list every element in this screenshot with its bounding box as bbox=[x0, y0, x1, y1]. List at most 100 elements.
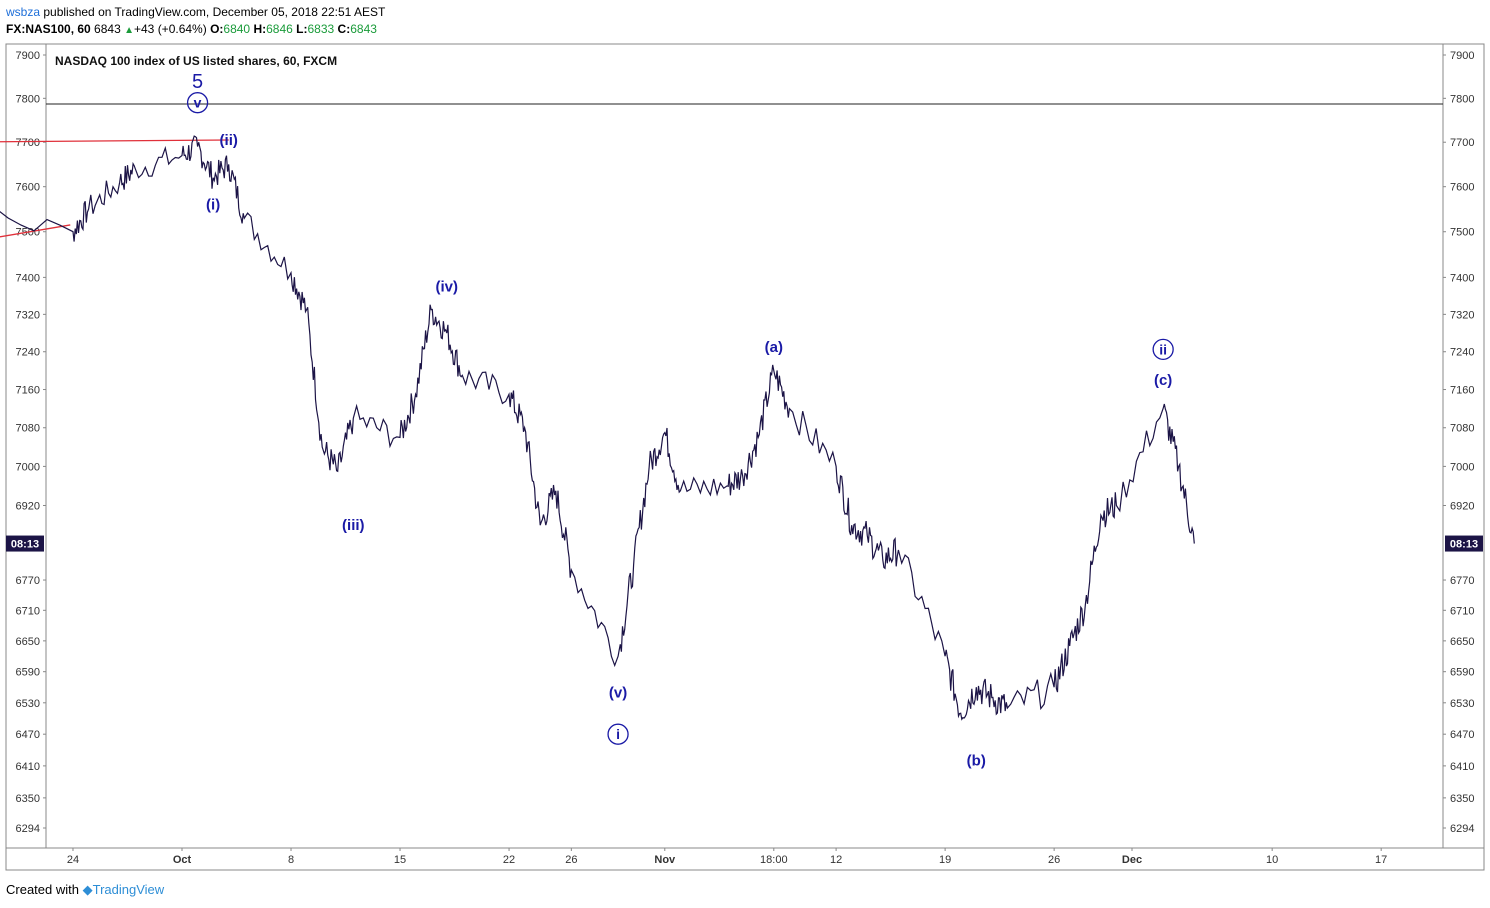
x-tick-0: 24 bbox=[67, 854, 79, 866]
y-tick-left-16: 6530 bbox=[16, 698, 40, 710]
wave-circle-10 bbox=[1152, 338, 1174, 361]
y-tick-left-11: 6920 bbox=[16, 500, 40, 512]
y-tick-left-19: 6350 bbox=[16, 793, 40, 805]
y-tick-right-20: 6294 bbox=[1450, 823, 1474, 835]
y-axis-right[interactable]: 7900 7800 7700 7600 7500 7400 7320 7240 7160 7080… bbox=[1443, 50, 1474, 835]
price-line bbox=[0, 135, 1195, 721]
publish-info: wsbza published on TradingView.com, Dece… bbox=[6, 5, 385, 19]
y-tick-right-10: 7000 bbox=[1450, 461, 1474, 473]
chart-frame bbox=[5, 43, 1485, 871]
y-tick-right-11: 6920 bbox=[1450, 500, 1474, 512]
y-tick-left-5: 7400 bbox=[16, 272, 40, 284]
trendlines bbox=[0, 139, 229, 248]
y-tick-right-6: 7320 bbox=[1450, 309, 1474, 321]
y-tick-right-15: 6590 bbox=[1450, 667, 1474, 679]
wave-labels: 5 v (ii) (i) (iii) (iv) (v) i (a) (b) ii (c) bbox=[186, 71, 1174, 770]
x-tick-6: Nov bbox=[654, 854, 676, 866]
wave-label-6: (v) bbox=[609, 684, 627, 701]
y-tick-right-3: 7600 bbox=[1450, 182, 1474, 194]
x-tick-8: 12 bbox=[830, 854, 842, 866]
wave-label-9: (b) bbox=[967, 753, 986, 770]
wave-label-8: (a) bbox=[765, 339, 783, 356]
current-price-tags: 08:13 08:13 bbox=[6, 535, 1483, 552]
low-value: 6833 bbox=[307, 22, 335, 36]
close-value: 6843 bbox=[350, 22, 377, 36]
y-tick-left-10: 7000 bbox=[16, 461, 40, 473]
y-tick-right-13: 6710 bbox=[1450, 605, 1474, 617]
created-with-text: Created with bbox=[6, 882, 79, 897]
y-tick-right-9: 7080 bbox=[1450, 423, 1474, 435]
up-arrow-icon: ▲ bbox=[124, 25, 134, 36]
wave-label-4: (iii) bbox=[342, 517, 365, 534]
y-tick-left-12: 6770 bbox=[16, 575, 40, 587]
x-tick-13: 17 bbox=[1375, 854, 1387, 866]
price-tag-left: 08:13 bbox=[11, 539, 39, 551]
wave-label-10: ii bbox=[1159, 341, 1167, 357]
high-label: H: bbox=[253, 22, 267, 36]
x-tick-1: Oct bbox=[173, 854, 192, 866]
y-tick-left-8: 7160 bbox=[16, 385, 40, 397]
x-tick-7: 18:00 bbox=[760, 854, 788, 866]
y-tick-left-14: 6650 bbox=[16, 636, 40, 648]
close-label: C: bbox=[337, 22, 351, 36]
x-tick-4: 22 bbox=[503, 854, 515, 866]
x-tick-9: 19 bbox=[939, 854, 951, 866]
trendline-1[interactable] bbox=[0, 224, 71, 248]
x-tick-10: 26 bbox=[1048, 854, 1060, 866]
wave-label-1: v bbox=[194, 95, 202, 111]
tradingview-logo-icon[interactable]: ◆ bbox=[82, 882, 93, 897]
publish-text: published on TradingView.com, December 0… bbox=[43, 5, 386, 19]
price-tag-bg-left bbox=[6, 535, 44, 552]
y-tick-right-19: 6350 bbox=[1450, 793, 1474, 805]
high-value: 6846 bbox=[266, 22, 293, 36]
wave-circle-7 bbox=[607, 723, 629, 745]
x-axis[interactable]: 24 Oct 8 15 22 26 Nov 18:00 12 19 26 Dec 10 17 bbox=[67, 848, 1387, 866]
open-label: O: bbox=[210, 22, 224, 36]
symbol-interval[interactable]: FX:NAS100, 60 bbox=[6, 22, 91, 36]
tradingview-brand[interactable]: TradingView bbox=[92, 882, 165, 897]
y-tick-left-20: 6294 bbox=[16, 823, 40, 835]
author-link[interactable]: wsbza bbox=[6, 5, 41, 19]
y-tick-left-0: 7900 bbox=[16, 50, 40, 62]
y-tick-left-17: 6470 bbox=[16, 729, 40, 741]
x-tick-5: 26 bbox=[565, 854, 577, 866]
y-tick-right-16: 6530 bbox=[1450, 698, 1474, 710]
symbol-bar: FX:NAS100, 60 6843 ▲+43 (+0.64%) O:6840 … bbox=[6, 22, 377, 36]
y-axis-left[interactable]: 7900780077007600750074007320724071607080… bbox=[16, 50, 46, 835]
wave-label-11: (c) bbox=[1154, 372, 1172, 389]
footer: Created with ◆TradingView bbox=[6, 882, 164, 898]
y-tick-right-8: 7160 bbox=[1450, 385, 1474, 397]
y-tick-right-0: 7900 bbox=[1450, 50, 1474, 62]
trendline-0[interactable] bbox=[0, 139, 229, 143]
y-tick-left-6: 7320 bbox=[16, 309, 40, 321]
wave-label-7: i bbox=[616, 726, 620, 742]
x-tick-11: Dec bbox=[1122, 854, 1142, 866]
y-tick-right-18: 6410 bbox=[1450, 761, 1474, 773]
y-tick-right-17: 6470 bbox=[1450, 729, 1474, 741]
x-tick-12: 10 bbox=[1266, 854, 1278, 866]
price-series bbox=[0, 135, 1195, 721]
low-label: L: bbox=[296, 22, 308, 36]
last-price: 6843 bbox=[94, 22, 121, 36]
y-tick-right-14: 6650 bbox=[1450, 636, 1474, 648]
y-tick-right-5: 7400 bbox=[1450, 272, 1474, 284]
price-tag-bg-right bbox=[1445, 535, 1483, 552]
y-tick-left-9: 7080 bbox=[16, 423, 40, 435]
y-tick-left-15: 6590 bbox=[16, 667, 40, 679]
y-tick-left-7: 7240 bbox=[16, 347, 40, 359]
chart-title: NASDAQ 100 index of US listed shares, 60… bbox=[55, 54, 337, 68]
wave-label-2: (ii) bbox=[220, 132, 238, 149]
y-tick-left-1: 7800 bbox=[16, 93, 40, 105]
y-tick-right-2: 7700 bbox=[1450, 137, 1474, 149]
y-tick-right-7: 7240 bbox=[1450, 347, 1474, 359]
y-tick-left-18: 6410 bbox=[16, 761, 40, 773]
y-tick-left-2: 7700 bbox=[16, 137, 40, 149]
y-tick-left-3: 7600 bbox=[16, 182, 40, 194]
y-tick-right-12: 6770 bbox=[1450, 575, 1474, 587]
y-tick-right-4: 7500 bbox=[1450, 227, 1474, 239]
x-tick-3: 15 bbox=[394, 854, 406, 866]
price-change: +43 (+0.64%) bbox=[134, 22, 207, 36]
y-tick-right-1: 7800 bbox=[1450, 93, 1474, 105]
x-tick-2: 8 bbox=[288, 854, 294, 866]
